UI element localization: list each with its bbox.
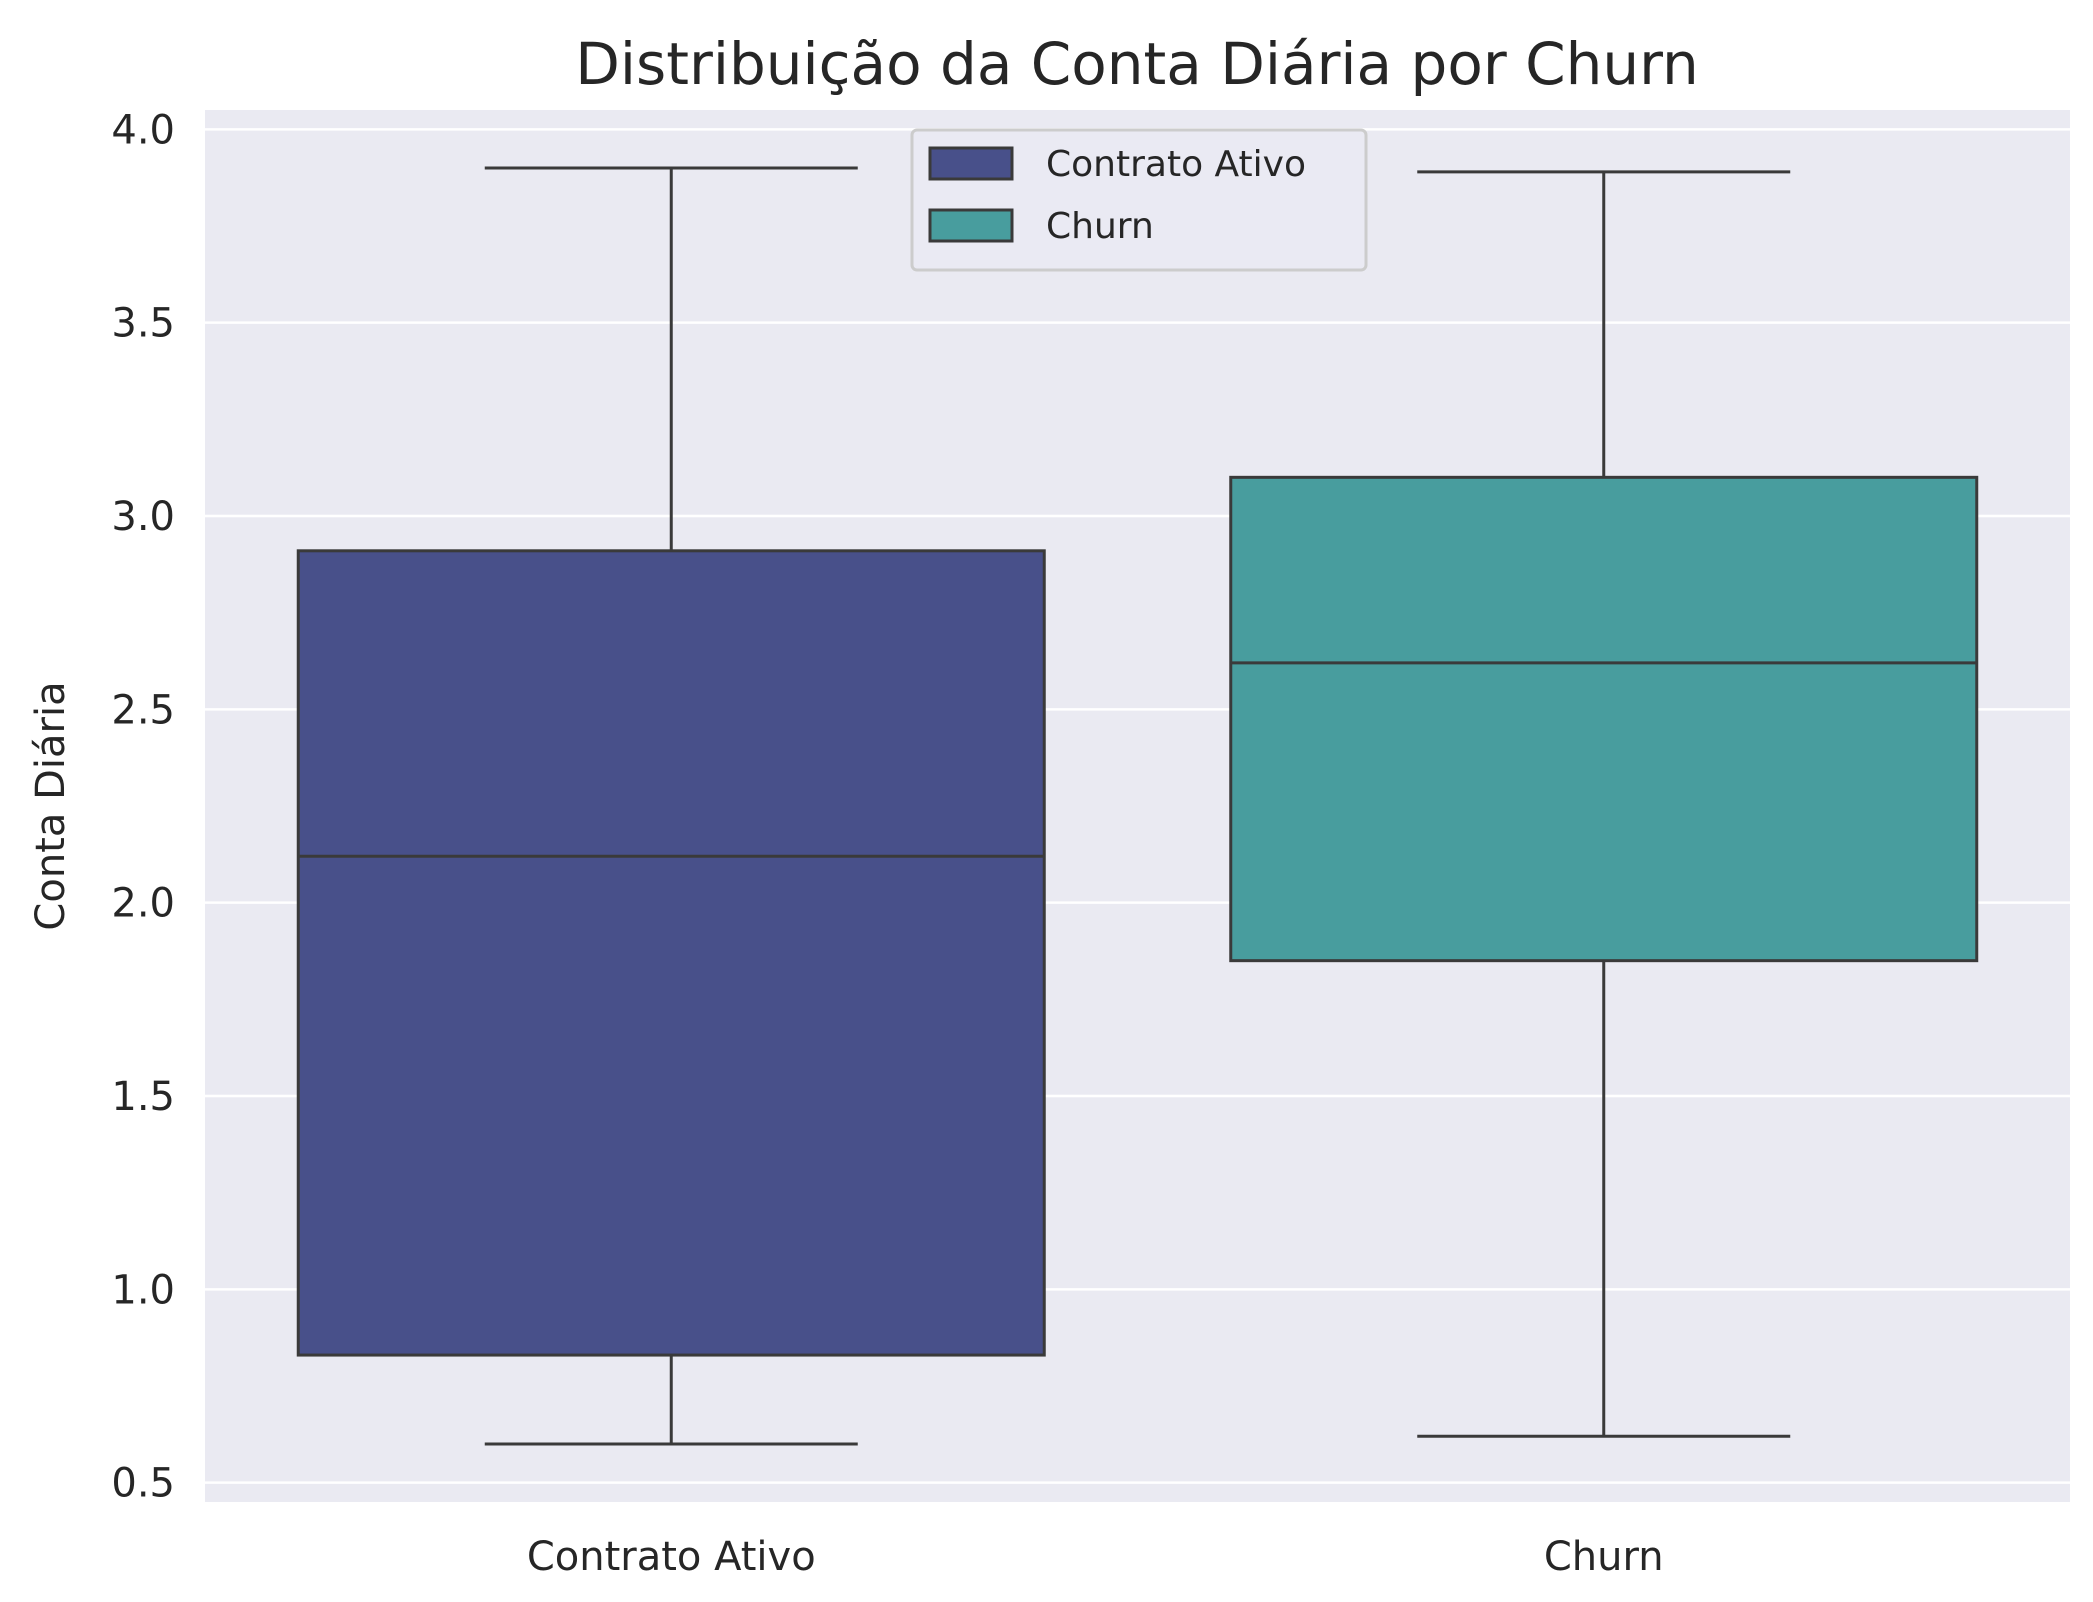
iqr-box <box>1229 475 1979 963</box>
y-tick-label: 1.5 <box>111 1074 175 1120</box>
y-tick-label: 3.0 <box>111 494 175 540</box>
iqr-box <box>296 549 1046 1357</box>
legend-swatch <box>928 208 1014 243</box>
box-churn <box>1229 170 1979 1438</box>
legend-swatch <box>928 146 1014 181</box>
x-tick-labels: Contrato Ativo Churn <box>527 1534 1664 1580</box>
y-tick-label: 0.5 <box>111 1461 175 1507</box>
box-contrato-ativo <box>296 166 1046 1446</box>
x-tick-label: Churn <box>1544 1534 1664 1580</box>
y-tick-label: 2.0 <box>111 881 175 927</box>
legend-label: Churn <box>1046 206 1154 247</box>
legend: Contrato Ativo Churn <box>910 128 1368 272</box>
box-group <box>296 166 1979 1446</box>
y-tick-label: 1.0 <box>111 1267 175 1313</box>
y-tick-label: 4.0 <box>111 107 175 153</box>
x-tick-label: Contrato Ativo <box>527 1534 816 1580</box>
y-tick-label: 2.5 <box>111 687 175 733</box>
y-tick-labels: 0.5 1.0 1.5 2.0 2.5 3.0 3.5 4.0 <box>111 107 175 1506</box>
y-axis-label: Conta Diária <box>28 681 74 930</box>
chart-title: Distribuição da Conta Diária por Churn <box>575 30 1698 98</box>
legend-label: Contrato Ativo <box>1046 144 1306 185</box>
y-tick-label: 3.5 <box>111 301 175 347</box>
legend-frame <box>910 128 1368 272</box>
